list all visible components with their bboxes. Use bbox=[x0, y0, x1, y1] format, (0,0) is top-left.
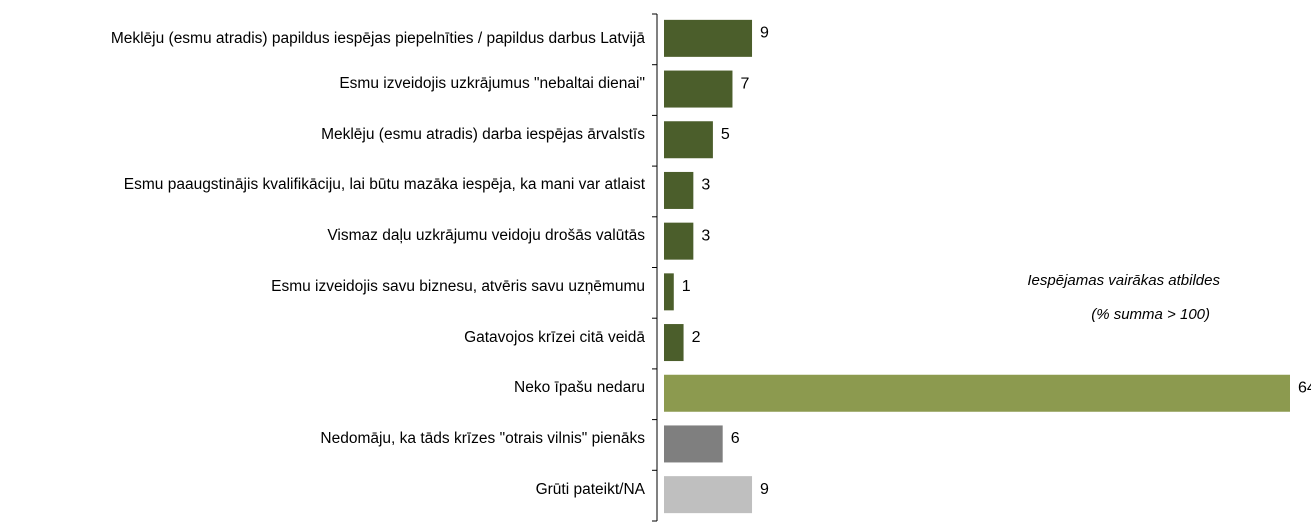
category-label: Meklēju (esmu atradis) darba iespējas ār… bbox=[0, 109, 645, 160]
bar bbox=[664, 476, 753, 514]
value-label: 1 bbox=[682, 278, 691, 295]
category-text: Meklēju (esmu atradis) darba iespējas ār… bbox=[321, 125, 645, 143]
value-label: 6 bbox=[731, 430, 740, 447]
value-label: 9 bbox=[760, 25, 769, 42]
annotation: (% summa > 100) bbox=[1091, 306, 1210, 323]
value-label: 3 bbox=[701, 177, 710, 194]
category-label: Esmu izveidojis savu biznesu, atvēris sa… bbox=[0, 262, 645, 313]
value-label: 7 bbox=[740, 75, 749, 92]
category-label: Nedomāju, ka tāds krīzes "otrais vilnis"… bbox=[0, 414, 645, 465]
category-text: Neko īpašu nedaru bbox=[514, 379, 645, 397]
category-text: Esmu paaugstinājis kvalifikāciju, lai bū… bbox=[123, 176, 645, 194]
category-text: Gatavojos krīzei citā veidā bbox=[464, 328, 645, 346]
category-label: Gatavojos krīzei citā veidā bbox=[0, 312, 645, 363]
category-text: Esmu izveidojis uzkrājumus "nebaltai die… bbox=[339, 75, 645, 93]
bar bbox=[664, 19, 753, 57]
value-label: 9 bbox=[760, 481, 769, 498]
category-label: Neko īpašu nedaru bbox=[0, 363, 645, 414]
category-text: Meklēju (esmu atradis) papildus iespējas… bbox=[110, 30, 645, 48]
bar bbox=[664, 273, 674, 311]
value-label: 2 bbox=[692, 329, 701, 346]
category-label: Meklēju (esmu atradis) papildus iespējas… bbox=[0, 14, 645, 65]
category-label: Esmu paaugstinājis kvalifikāciju, lai bū… bbox=[0, 160, 645, 211]
annotation: Iespējamas vairākas atbildes bbox=[1027, 272, 1220, 289]
value-label: 3 bbox=[701, 227, 710, 244]
category-label: Grūti pateikt/NA bbox=[0, 464, 645, 515]
bar bbox=[664, 70, 733, 108]
value-label: 5 bbox=[721, 126, 730, 143]
bar bbox=[664, 425, 723, 463]
bar bbox=[664, 374, 1290, 412]
value-label: 64 bbox=[1298, 379, 1311, 396]
bar bbox=[664, 222, 694, 260]
category-label: Esmu izveidojis uzkrājumus "nebaltai die… bbox=[0, 59, 645, 110]
category-text: Vismaz daļu uzkrājumu veidoju drošās val… bbox=[327, 227, 645, 245]
bar bbox=[664, 121, 713, 159]
category-text: Esmu izveidojis savu biznesu, atvēris sa… bbox=[271, 277, 645, 295]
category-text: Grūti pateikt/NA bbox=[535, 480, 645, 498]
category-label: Vismaz daļu uzkrājumu veidoju drošās val… bbox=[0, 211, 645, 262]
bar bbox=[664, 324, 684, 362]
bar bbox=[664, 171, 694, 209]
category-text: Nedomāju, ka tāds krīzes "otrais vilnis"… bbox=[320, 429, 645, 447]
